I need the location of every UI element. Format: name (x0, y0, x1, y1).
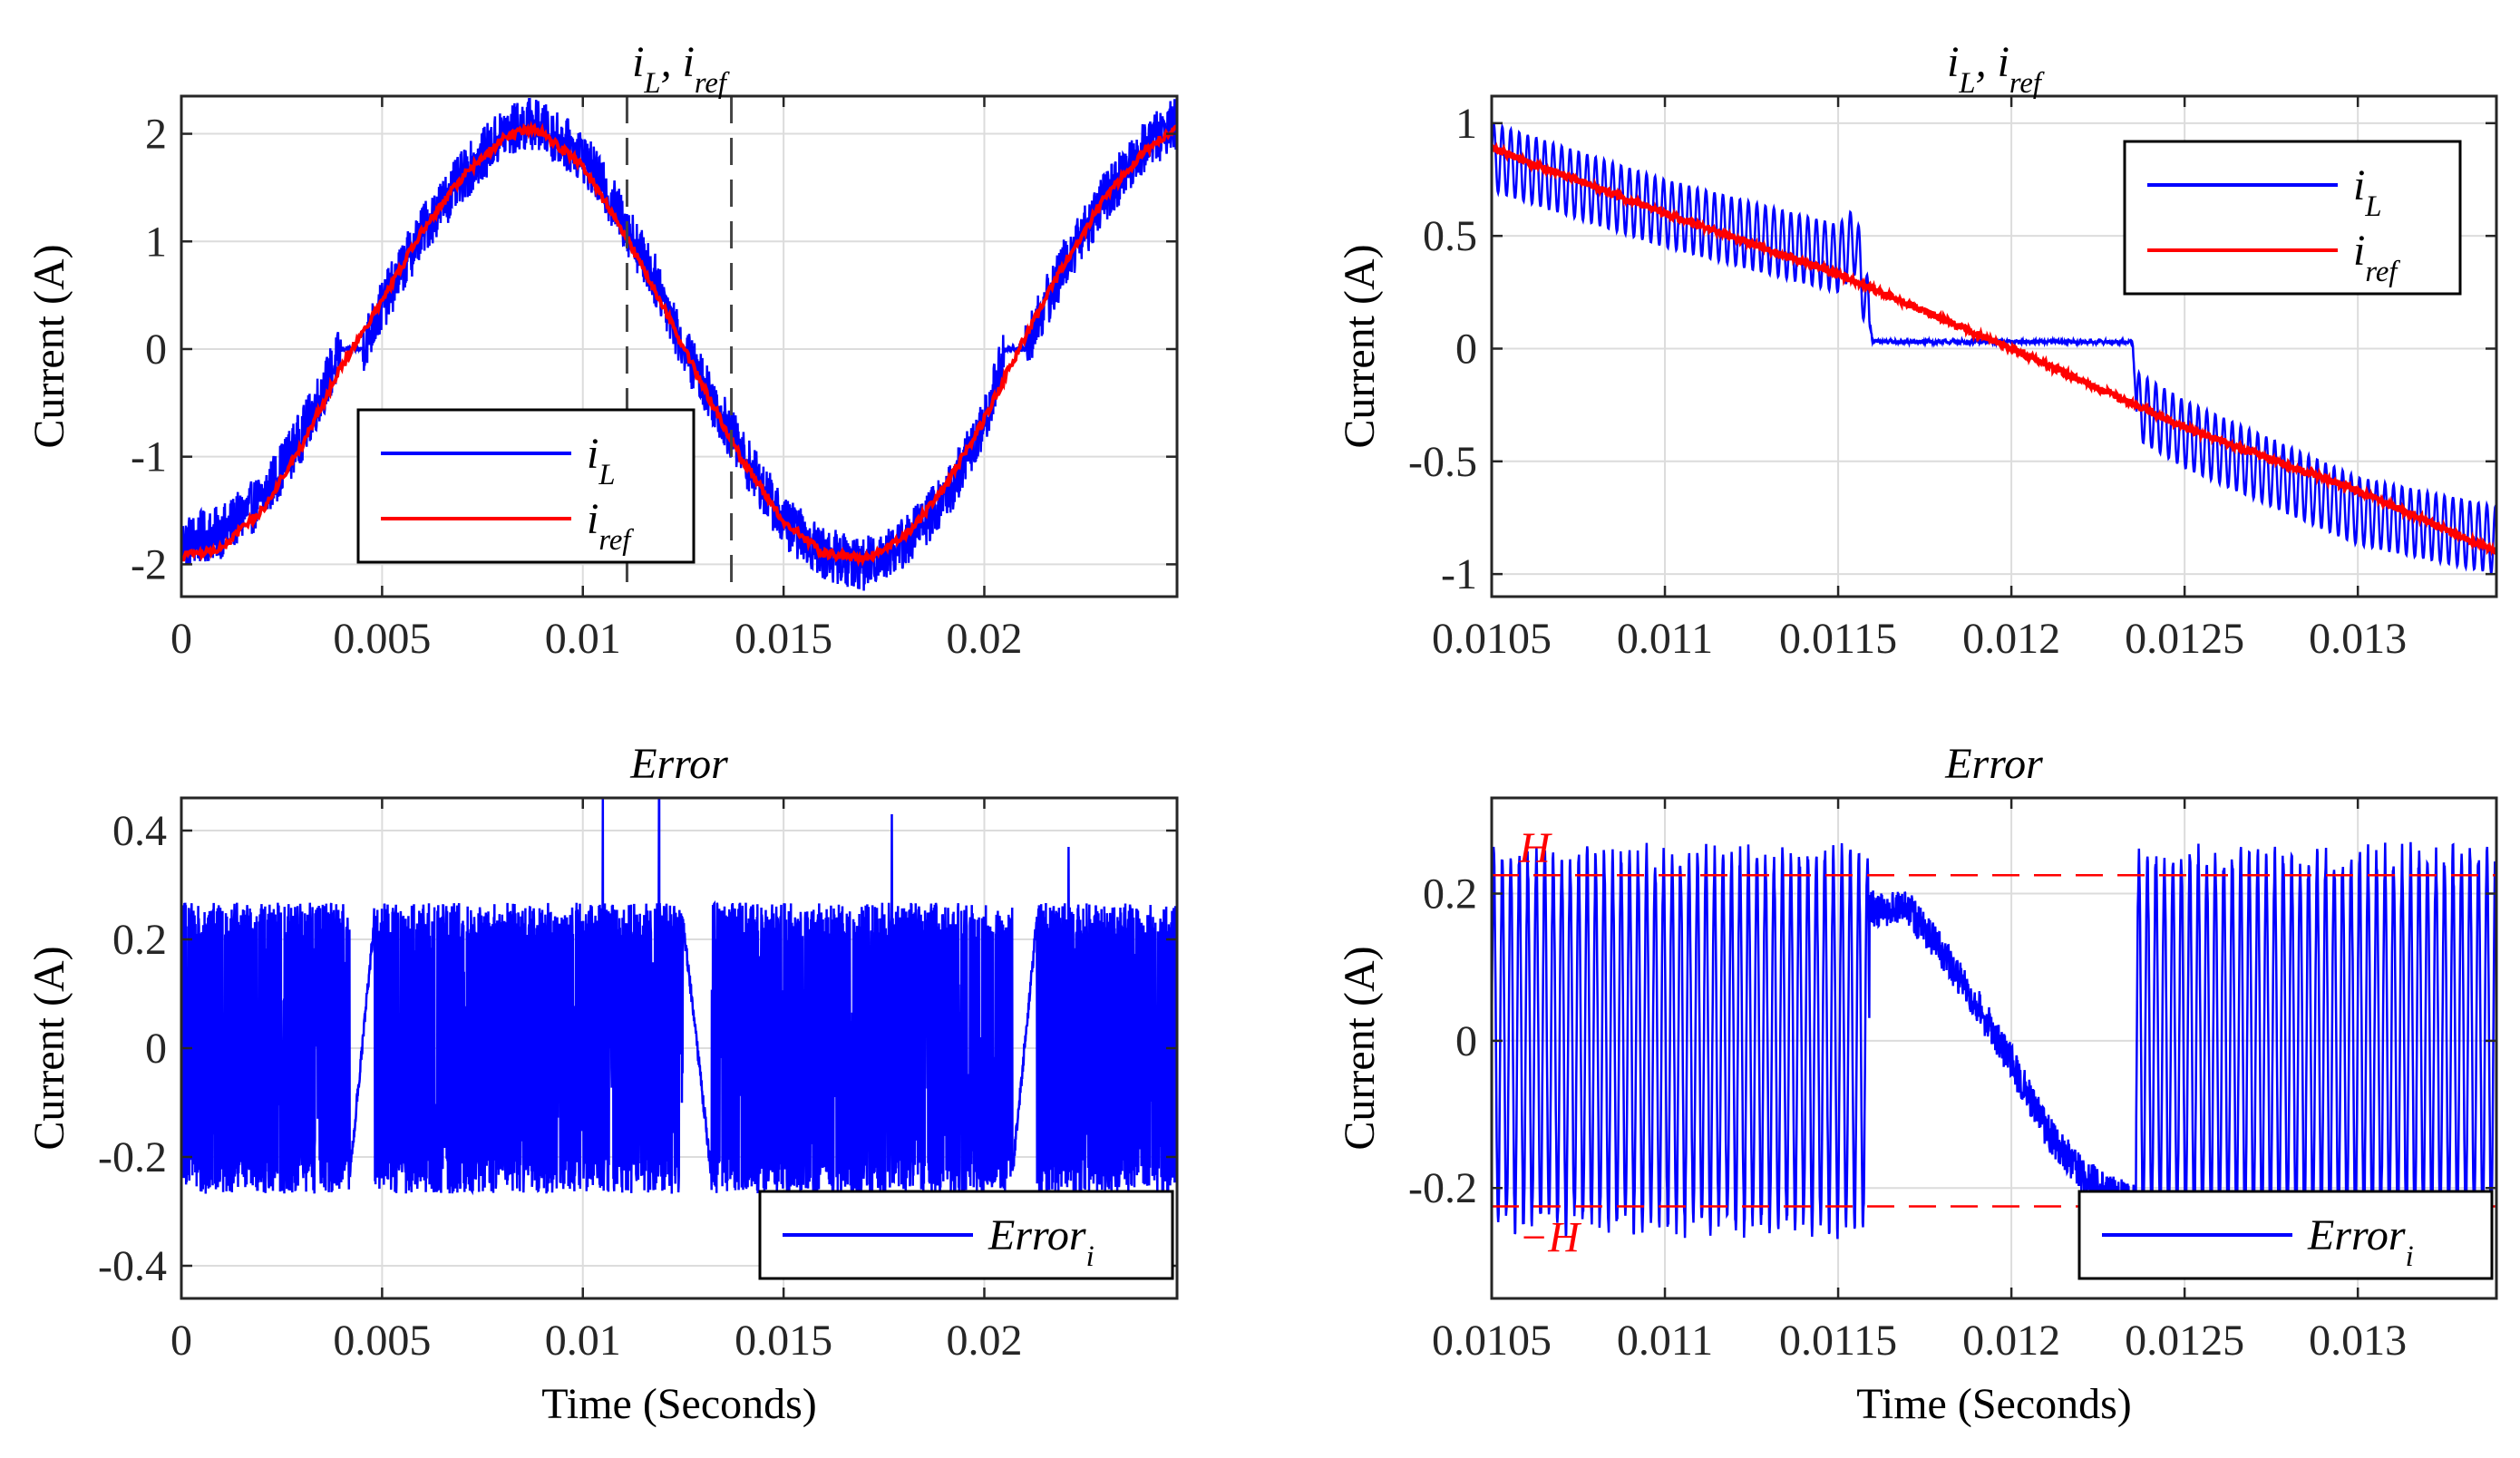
legend: Errori (2077, 1190, 2494, 1280)
series-iL (181, 97, 1177, 591)
plot-area (1492, 841, 2496, 1239)
x-axis-label: Time (Seconds) (1856, 1380, 2132, 1428)
series-iref (181, 121, 1177, 568)
y-tick-label: 2 (145, 111, 167, 159)
legend: Errori (758, 1190, 1174, 1280)
x-tick-label: 0.02 (946, 1317, 1022, 1365)
axes-box (1490, 94, 2498, 598)
panel-top-right: 0.0105 0.011 0.0115 0.012 0.0125 0.013 -1 -0.5 0… (1336, 38, 2498, 663)
series-iref (1492, 141, 2496, 557)
x-tick-label: 0.012 (1962, 615, 2060, 663)
plot-area (181, 798, 1177, 1196)
y-tick-label: -0.2 (1408, 1164, 1477, 1212)
y-tick-label: -1 (131, 433, 167, 481)
y-tick-label: -2 (131, 540, 167, 588)
x-axis-label: Time (Seconds) (541, 1380, 817, 1428)
x-tick-label: 0.015 (735, 1317, 832, 1365)
legend-label: Errori (988, 1211, 1095, 1273)
x-tick-label: 0.0115 (1779, 615, 1897, 663)
legend-label: iref (2353, 227, 2400, 288)
y-axis-label: Current (A) (1336, 946, 1384, 1150)
x-tick-label: 0.01 (545, 615, 621, 663)
x-tick-label: 0.0125 (2125, 615, 2244, 663)
legend-label: Errori (2307, 1211, 2414, 1273)
y-tick-label: 0 (145, 326, 167, 374)
x-tick-label: 0.012 (1962, 1317, 2060, 1365)
y-tick-label: 0.2 (112, 916, 167, 964)
y-tick-label: -0.2 (98, 1133, 167, 1181)
y-tick-label: 0 (1455, 1017, 1477, 1065)
axes-box (180, 94, 1179, 598)
y-tick-label: 0.4 (112, 807, 167, 855)
x-tick-label: 0.01 (545, 1317, 621, 1365)
y-tick-label: 0 (1455, 325, 1477, 373)
y-tick-label: -0.5 (1408, 438, 1477, 486)
y-tick-label: -1 (1441, 550, 1477, 598)
threshold-label: H (1518, 824, 1552, 872)
y-tick-label: 0 (145, 1025, 167, 1073)
series-Errori (1492, 841, 2496, 1239)
chart-title: Error (629, 740, 728, 788)
plot-area (181, 97, 1177, 591)
panel-top-left: 0 0.005 0.01 0.015 0.02 -2 -1 0 1 2 iL, iref Curren… (25, 38, 1179, 663)
y-axis-label: Current (A) (25, 244, 73, 448)
plot-area (1492, 122, 2496, 575)
series-Errori (181, 798, 1177, 1196)
x-tick-label: 0.005 (333, 615, 431, 663)
y-axis-label: Current (A) (1336, 244, 1384, 448)
x-tick-label: 0.011 (1617, 615, 1713, 663)
x-tick-label: 0.015 (735, 615, 832, 663)
x-tick-label: 0 (170, 615, 192, 663)
x-tick-label: 0.005 (333, 1317, 431, 1365)
y-tick-label: 0.2 (1423, 870, 1477, 919)
x-tick-label: 0.011 (1617, 1317, 1713, 1365)
y-tick-label: 1 (145, 218, 167, 266)
x-tick-label: 0.013 (2309, 615, 2407, 663)
chart-title: iL, iref (1947, 38, 2045, 100)
legend-label: iL (587, 430, 616, 491)
panel-bottom-left: 0 0.005 0.01 0.015 0.02 -0.4 -0.2 0 0.2 0.4 Error C… (25, 740, 1179, 1428)
x-tick-label: 0.0115 (1779, 1317, 1897, 1365)
y-tick-label: -0.4 (98, 1242, 167, 1290)
y-tick-label: 0.5 (1423, 212, 1477, 260)
axes-box (1490, 796, 2498, 1300)
panel-bottom-right: H −H 0.0105 0.011 0.0115 0.012 0.0125 0.013 -0.2… (1336, 740, 2498, 1428)
x-tick-label: 0.013 (2309, 1317, 2407, 1365)
chart-title: iL, iref (632, 38, 730, 100)
x-tick-label: 0.0125 (2125, 1317, 2244, 1365)
x-tick-label: 0.0105 (1432, 615, 1552, 663)
y-tick-label: 1 (1455, 100, 1477, 148)
chart-title: Error (1944, 740, 2043, 788)
threshold-label: −H (1519, 1214, 1581, 1262)
legend-label: iref (587, 495, 634, 557)
x-tick-label: 0.02 (946, 615, 1022, 663)
x-tick-label: 0.0105 (1432, 1317, 1552, 1365)
legend-label: iL (2353, 161, 2382, 223)
y-axis-label: Current (A) (25, 946, 73, 1150)
x-tick-label: 0 (170, 1317, 192, 1365)
